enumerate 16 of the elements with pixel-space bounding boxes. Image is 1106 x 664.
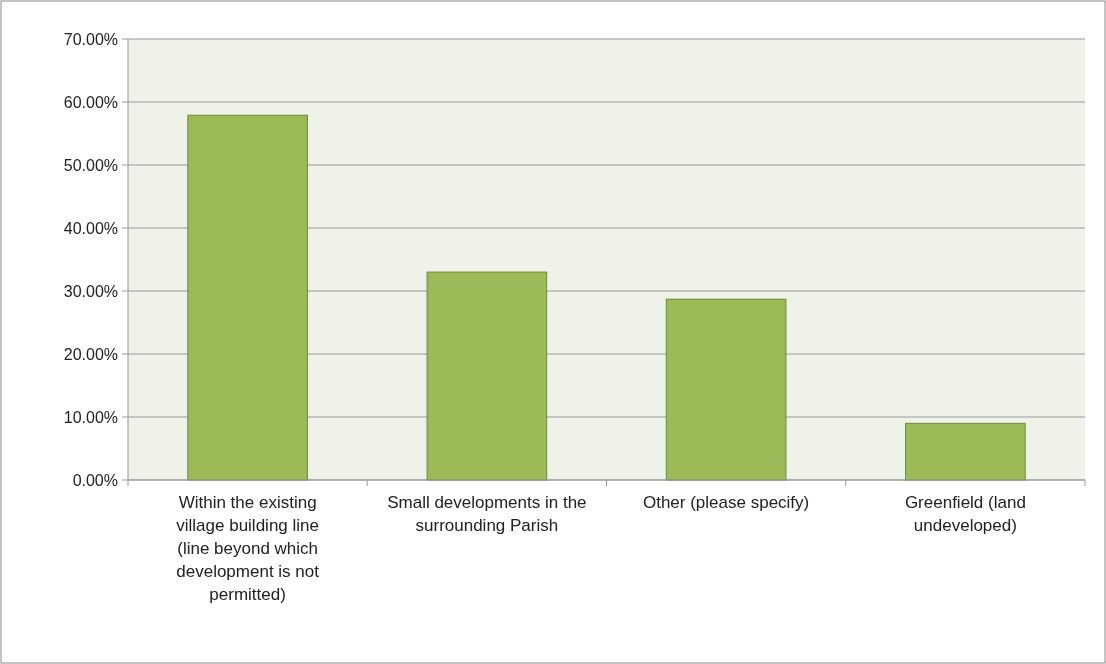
- y-tick-label: 40.00%: [63, 219, 118, 237]
- bar: [187, 114, 308, 481]
- y-tick-label: 0.00%: [72, 471, 118, 489]
- bar: [665, 298, 787, 481]
- x-tick-label: Greenfield (land undeveloped): [904, 493, 1026, 535]
- y-tick-label: 20.00%: [63, 345, 118, 363]
- x-tick-label: Small developments in the surrounding Parish: [387, 493, 587, 535]
- y-tick-label: 30.00%: [63, 282, 118, 300]
- y-tick-label: 70.00%: [63, 30, 118, 48]
- y-tick-label: 60.00%: [63, 93, 118, 111]
- bar: [905, 422, 1026, 481]
- x-tick-label: Within the existing village building line (line beyond which development is not permitted): [176, 493, 320, 604]
- y-tick-label: 50.00%: [63, 156, 118, 174]
- bar: [426, 271, 548, 481]
- x-tick-label: Other (please specify): [642, 493, 810, 512]
- y-tick-label: 10.00%: [63, 408, 118, 426]
